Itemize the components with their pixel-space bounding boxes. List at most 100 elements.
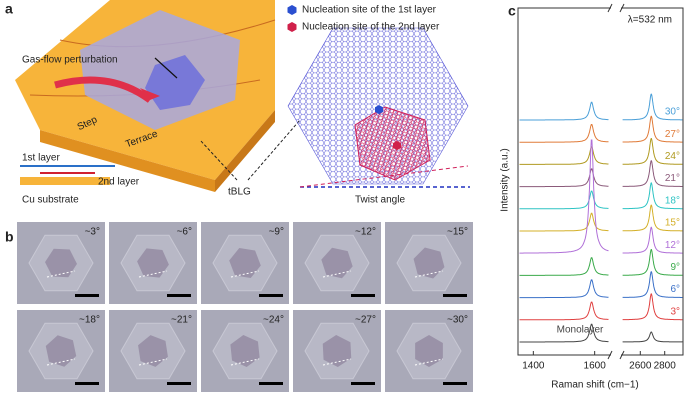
- series-label: 30°: [665, 107, 680, 118]
- twist-line: [230, 270, 260, 278]
- flake-inner: [415, 334, 443, 368]
- annotation: λ=532 nm: [628, 15, 672, 26]
- spectrum: [519, 124, 609, 143]
- scale-bar: [75, 294, 99, 297]
- twist-line: [46, 270, 76, 278]
- x-tick-label: 1400: [522, 361, 545, 372]
- spectrum: [519, 146, 609, 165]
- twist-line: [46, 358, 76, 366]
- spectrum: [622, 271, 683, 298]
- annotation: 2nd layer: [98, 177, 140, 188]
- scale-bar: [443, 382, 467, 385]
- twist-line: [138, 358, 168, 366]
- scale-bar: [75, 382, 99, 385]
- twist-line: [230, 358, 260, 366]
- series-label: 3°: [670, 306, 680, 317]
- annotation: Twist angle: [355, 195, 405, 206]
- legend-swatch: [287, 5, 297, 15]
- legend-label: Nucleation site of the 1st layer: [302, 5, 437, 16]
- flake-inner: [322, 334, 352, 368]
- x-tick-label: 2800: [654, 361, 677, 372]
- y-axis-label: Intensity (a.u.): [500, 148, 511, 211]
- annotation: 1st layer: [22, 153, 60, 164]
- series-label: 18°: [665, 195, 680, 206]
- legend-label: Nucleation site of the 2nd layer: [302, 22, 440, 33]
- spectrum: [519, 323, 609, 343]
- schematic: [15, 0, 301, 192]
- spectrum: [519, 168, 609, 188]
- scale-bar: [167, 382, 191, 385]
- break-mark: [619, 3, 625, 13]
- angle-label: ~24°: [263, 315, 284, 326]
- x-tick-label: 1600: [584, 361, 607, 372]
- series-label: 15°: [665, 218, 680, 229]
- series-label: 21°: [665, 173, 680, 184]
- spectrum: [622, 138, 683, 165]
- flake-inner: [321, 247, 353, 279]
- spectrum: [622, 93, 683, 121]
- angle-label: ~18°: [79, 315, 100, 326]
- spectrum: [519, 101, 609, 121]
- legend-swatch: [287, 22, 297, 32]
- flake-inner: [45, 335, 77, 367]
- twist-line: [322, 270, 352, 278]
- scale-bar: [259, 294, 283, 297]
- spectrum: [519, 257, 609, 276]
- spectrum: [519, 212, 609, 232]
- series-label: Monolayer: [557, 325, 604, 336]
- spectrum: [622, 249, 683, 276]
- spectrum: [519, 139, 609, 254]
- plot-frame: [517, 7, 684, 356]
- scale-bar: [351, 382, 375, 385]
- scale-bar: [443, 294, 467, 297]
- spectrum: [519, 190, 609, 210]
- break-mark: [607, 3, 613, 13]
- flake-inner: [230, 335, 260, 367]
- twist-line: [414, 270, 444, 278]
- annotation: tBLG: [228, 187, 251, 198]
- twist-line: [138, 270, 168, 278]
- spectrum: [622, 115, 683, 143]
- break-mark: [619, 350, 625, 360]
- break-mark: [607, 350, 613, 360]
- annotation: Cu substrate: [22, 195, 79, 206]
- axis-break: [611, 4, 621, 12]
- angle-label: ~30°: [447, 315, 468, 326]
- spectrum: [622, 226, 683, 254]
- axis-break: [611, 351, 621, 359]
- x-axis-label: Raman shift (cm−1): [551, 380, 639, 391]
- angle-label: ~9°: [269, 227, 284, 238]
- x-tick-label: 2600: [629, 361, 652, 372]
- angle-label: ~27°: [355, 315, 376, 326]
- flake-inner: [45, 248, 77, 278]
- series-label: 24°: [665, 151, 680, 162]
- angle-label: ~21°: [171, 315, 192, 326]
- spectrum: [519, 279, 609, 299]
- series-label: 12°: [665, 240, 680, 251]
- flake-inner: [137, 248, 169, 278]
- spectrum: [622, 182, 683, 210]
- annotation: Gas-flow perturbation: [22, 55, 118, 66]
- scale-bar: [259, 382, 283, 385]
- twist-line: [414, 358, 444, 366]
- twist-line: [322, 358, 352, 366]
- spectrum: [519, 301, 609, 321]
- series-label: 27°: [665, 129, 680, 140]
- flake-inner: [229, 248, 261, 278]
- spectrum: [622, 331, 683, 343]
- lattice: [287, 27, 470, 188]
- series-label: 9°: [670, 262, 680, 273]
- panel-label: c: [508, 3, 516, 19]
- scale-bar: [351, 294, 375, 297]
- flake-inner: [413, 247, 445, 279]
- angle-label: ~12°: [355, 227, 376, 238]
- flake-inner: [138, 335, 168, 367]
- panel-label: a: [5, 1, 13, 17]
- series-label: 6°: [670, 284, 680, 295]
- angle-label: ~6°: [177, 227, 192, 238]
- angle-label: ~15°: [447, 227, 468, 238]
- spectrum: [622, 293, 683, 321]
- spectrum: [622, 204, 683, 232]
- scale-bar: [167, 294, 191, 297]
